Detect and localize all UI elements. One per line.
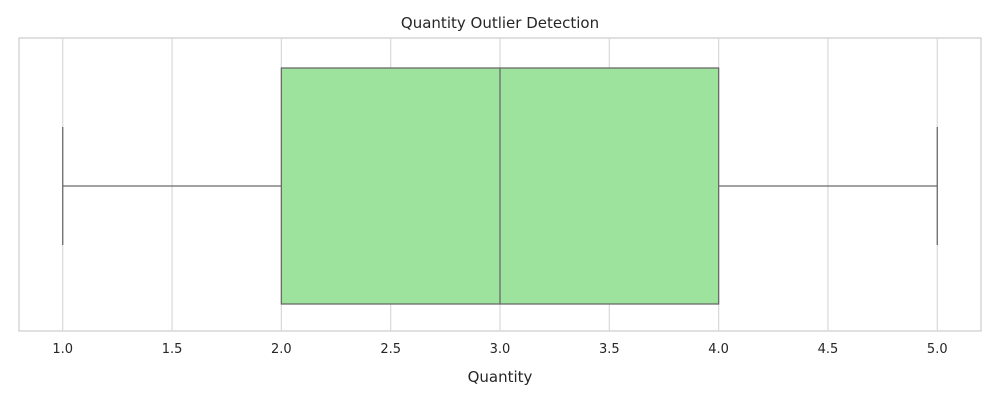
x-tick-label: 1.0: [52, 342, 73, 357]
x-axis-ticks: 1.0 1.5 2.0 2.5 3.0 3.5 4.0 4.5 5.0: [52, 342, 947, 357]
x-tick-label: 2.0: [271, 342, 292, 357]
x-tick-label: 4.0: [708, 342, 729, 357]
x-tick-label: 2.5: [380, 342, 401, 357]
x-axis-label: Quantity: [468, 368, 533, 386]
chart-title: Quantity Outlier Detection: [401, 14, 599, 32]
x-tick-label: 3.0: [490, 342, 511, 357]
x-tick-label: 1.5: [162, 342, 183, 357]
box-plot-group: [62, 67, 938, 305]
x-tick-label: 4.5: [818, 342, 839, 357]
x-tick-label: 5.0: [927, 342, 948, 357]
x-tick-label: 3.5: [599, 342, 620, 357]
